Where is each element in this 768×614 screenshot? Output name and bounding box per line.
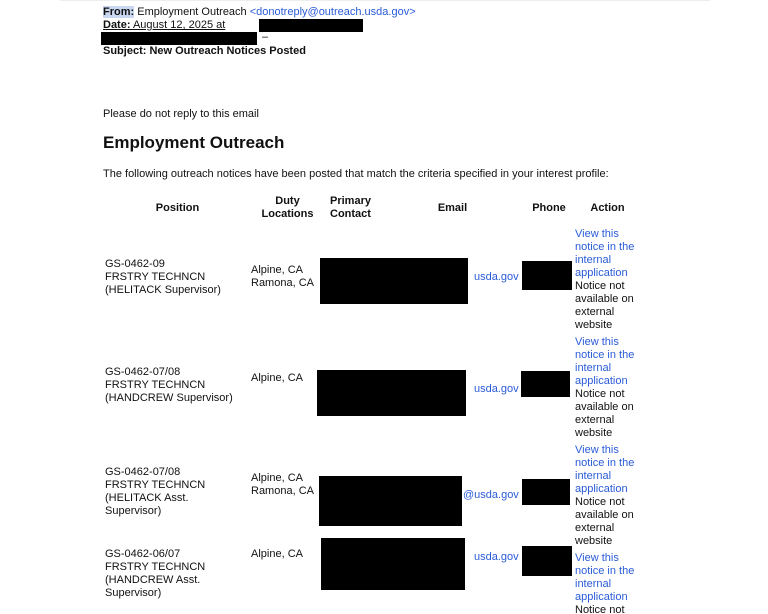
- view-notice-link[interactable]: View this notice in the internal applica…: [575, 444, 635, 495]
- position-cell: GS-0462-07/08 FRSTRY TECHNCN (HANDCREW S…: [105, 366, 245, 405]
- from-line: From: Employment Outreach <donotreply@ou…: [103, 6, 416, 19]
- col-phone: Phone: [532, 202, 566, 214]
- date-label: Date:: [103, 19, 131, 31]
- grade: GS-0462-07/08: [105, 366, 181, 378]
- location: Alpine, CA: [251, 264, 303, 276]
- duty-locations-cell: Alpine, CA Ramona, CA: [251, 264, 314, 290]
- email-link[interactable]: usda.gov: [474, 551, 519, 563]
- date-line: Date: August 12, 2025 at: [103, 19, 225, 32]
- position-subtitle: (HELITACK Supervisor): [105, 284, 221, 296]
- availability-note: Notice not available on external website: [575, 496, 634, 547]
- position-title: FRSTRY TECHNCN: [105, 479, 206, 491]
- from-label: From:: [103, 6, 135, 18]
- location: Ramona, CA: [251, 485, 314, 497]
- col-email: Email: [437, 202, 468, 214]
- position-cell: GS-0462-06/07 FRSTRY TECHNCN (HANDCREW A…: [105, 548, 245, 600]
- position-subtitle: (HANDCREW Supervisor): [105, 392, 233, 404]
- redaction: [321, 538, 465, 590]
- duty-locations-cell: Alpine, CA: [251, 372, 303, 385]
- view-notice-link[interactable]: View this notice in the internal applica…: [575, 228, 635, 279]
- position-subtitle: (HANDCREW Asst. Supervisor): [105, 574, 201, 599]
- redaction: [521, 371, 570, 397]
- page-title: Employment Outreach: [103, 133, 285, 152]
- divider: [60, 0, 710, 1]
- redaction: [317, 370, 466, 416]
- grade: GS-0462-06/07: [105, 548, 181, 560]
- col-primary-contact: Primary Contact: [330, 195, 371, 220]
- col-duty-locations: Duty Locations: [261, 195, 314, 220]
- availability-note: Notice not available on external website: [575, 280, 634, 331]
- position-cell: GS-0462-09 FRSTRY TECHNCN (HELITACK Supe…: [105, 258, 245, 297]
- location: Alpine, CA: [251, 372, 303, 384]
- redaction: [101, 32, 257, 45]
- grade: GS-0462-09: [105, 258, 165, 270]
- redaction: [259, 19, 363, 32]
- position-title: FRSTRY TECHNCN: [105, 561, 206, 573]
- position-cell: GS-0462-07/08 FRSTRY TECHNCN (HELITACK A…: [105, 466, 245, 518]
- availability-note: Notice not: [575, 604, 625, 614]
- action-cell: View this notice in the internal applica…: [575, 552, 645, 614]
- duty-locations-cell: Alpine, CA Ramona, CA: [251, 472, 314, 498]
- col-action: Action: [590, 202, 625, 214]
- position-title: FRSTRY TECHNCN: [105, 271, 206, 283]
- grade: GS-0462-07/08: [105, 466, 181, 478]
- redaction: [319, 476, 462, 526]
- redaction: [320, 258, 468, 304]
- duty-locations-cell: Alpine, CA: [251, 548, 303, 561]
- intro-text: The following outreach notices have been…: [103, 168, 609, 180]
- availability-note: Notice not available on external website: [575, 388, 634, 439]
- redaction: [522, 479, 570, 505]
- location: Alpine, CA: [251, 472, 303, 484]
- date-value: August 12, 2025 at: [132, 19, 226, 31]
- location: Ramona, CA: [251, 277, 314, 289]
- email-link[interactable]: @usda.gov: [463, 489, 519, 501]
- action-cell: View this notice in the internal applica…: [575, 336, 645, 440]
- action-cell: View this notice in the internal applica…: [575, 444, 645, 548]
- location: Alpine, CA: [251, 548, 303, 560]
- email-link[interactable]: usda.gov: [474, 383, 519, 395]
- from-name: Employment Outreach: [137, 6, 247, 18]
- date-dash: –: [262, 31, 269, 43]
- position-title: FRSTRY TECHNCN: [105, 379, 206, 391]
- position-subtitle: (HELITACK Asst. Supervisor): [105, 492, 189, 517]
- redaction: [522, 261, 572, 290]
- no-reply-notice: Please do not reply to this email: [103, 108, 259, 120]
- email-link[interactable]: usda.gov: [474, 271, 519, 283]
- action-cell: View this notice in the internal applica…: [575, 228, 645, 332]
- from-email-link[interactable]: <donotreply@outreach.usda.gov>: [249, 6, 416, 18]
- redaction: [522, 546, 572, 576]
- view-notice-link[interactable]: View this notice in the internal applica…: [575, 552, 635, 603]
- view-notice-link[interactable]: View this notice in the internal applica…: [575, 336, 635, 387]
- subject-line: Subject: New Outreach Notices Posted: [103, 45, 306, 57]
- col-position: Position: [155, 202, 200, 214]
